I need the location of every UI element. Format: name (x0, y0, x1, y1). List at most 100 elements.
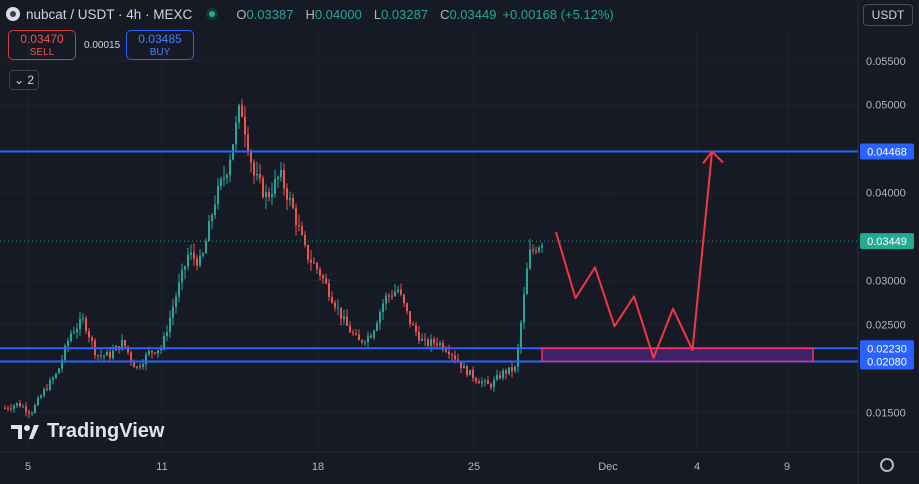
candle-body (229, 159, 231, 176)
candle-body (355, 333, 357, 335)
candle-body (37, 397, 39, 405)
candle-body (370, 335, 372, 338)
candle-body (244, 116, 246, 135)
candle-body (205, 241, 207, 254)
candle-body (49, 380, 51, 390)
x-tick-label: 9 (784, 461, 790, 473)
candle-body (130, 352, 132, 361)
candle-body (43, 389, 45, 396)
ohlc-close: C0.03449 (440, 6, 497, 22)
candle-body (202, 253, 204, 256)
candle-body (127, 346, 129, 353)
settings-icon[interactable] (880, 458, 894, 472)
candle-body (520, 322, 522, 348)
candle-body (352, 332, 354, 334)
x-tick-label: Dec (598, 461, 618, 473)
candle-body (418, 331, 420, 341)
chevron-down-icon: ⌄ (13, 73, 25, 87)
candle-body (373, 330, 375, 338)
candle-body (208, 221, 210, 242)
candle-body (328, 283, 330, 297)
candle-body (262, 178, 264, 198)
candle-body (460, 362, 462, 369)
symbol-title[interactable]: nubcat / USDT · 4h · MEXC (26, 6, 193, 22)
candle-body (79, 319, 81, 330)
candle-body (487, 380, 489, 385)
candle-body (268, 191, 270, 198)
candle-body (298, 225, 300, 227)
candle-body (88, 331, 90, 338)
price-change: +0.00168 (+5.12%) (502, 6, 614, 22)
candle-body (316, 263, 318, 270)
candle-body (103, 355, 105, 357)
sell-button[interactable]: 0.03470 SELL (8, 30, 76, 60)
candle-body (310, 259, 312, 263)
market-status-icon (206, 8, 219, 20)
y-tick-label: 0.05500 (866, 56, 906, 68)
candle-body (340, 307, 342, 319)
y-tick-label: 0.05000 (866, 100, 906, 112)
sell-label: SELL (29, 47, 55, 58)
candle-body (454, 355, 456, 360)
candle-body (187, 254, 189, 267)
candle-body (214, 204, 216, 216)
candle-body (430, 339, 432, 346)
candle-body (55, 373, 57, 379)
candle-body (181, 269, 183, 283)
x-tick-label: 25 (468, 461, 480, 473)
projected-path-arrowhead (702, 149, 724, 165)
candle-body (199, 255, 201, 266)
candle-body (76, 329, 78, 333)
ohlc-open: O0.03387 (236, 6, 294, 22)
candle-body (157, 350, 159, 354)
y-tick-label: 0.01500 (866, 407, 906, 419)
candle-body (250, 152, 252, 163)
candle-body (220, 178, 222, 186)
indicators-toggle[interactable]: ⌄ 2 (9, 70, 39, 90)
candle-body (97, 355, 99, 357)
sell-price: 0.03470 (20, 32, 64, 46)
y-tick-label: 0.02500 (866, 320, 906, 332)
candle-body (538, 247, 540, 252)
candle-body (169, 317, 171, 333)
candle-body (274, 178, 276, 195)
candle-body (433, 339, 435, 344)
symbol-header: nubcat / USDT · 4h · MEXC O0.03387 H0.04… (6, 4, 614, 24)
candle-body (109, 351, 111, 359)
candle-body (301, 226, 303, 235)
candle-body (175, 296, 177, 307)
candle-body (403, 294, 405, 304)
candle-body (64, 345, 66, 360)
ohlc-high: H0.04000 (305, 6, 362, 22)
candle-body (151, 350, 153, 353)
candle-body (358, 334, 360, 341)
candle-body (28, 411, 30, 414)
candle-body (322, 275, 324, 279)
candle-body (325, 278, 327, 284)
candle-body (34, 404, 36, 413)
candle-body (259, 174, 261, 179)
candle-body (85, 318, 87, 332)
candle-body (139, 366, 141, 368)
candle-body (463, 366, 465, 369)
candle-body (517, 347, 519, 367)
candle-body (121, 339, 123, 350)
tradingview-watermark: TradingView (11, 420, 164, 443)
candle-body (349, 325, 351, 333)
candle-body (280, 169, 282, 178)
buy-button[interactable]: 0.03485 BUY (126, 30, 194, 60)
candle-body (124, 339, 126, 347)
candle-body (334, 302, 336, 308)
currency-button[interactable]: USDT (863, 4, 913, 26)
candle-body (493, 379, 495, 388)
candle-body (514, 366, 516, 372)
candle-body (58, 368, 60, 374)
last-price-tag: 0.03449 (867, 236, 907, 248)
candle-body (166, 332, 168, 337)
candle-body (502, 370, 504, 379)
candle-body (277, 177, 279, 179)
candle-body (379, 312, 381, 324)
last-price-tag-bg (860, 233, 914, 250)
candle-body (346, 316, 348, 326)
